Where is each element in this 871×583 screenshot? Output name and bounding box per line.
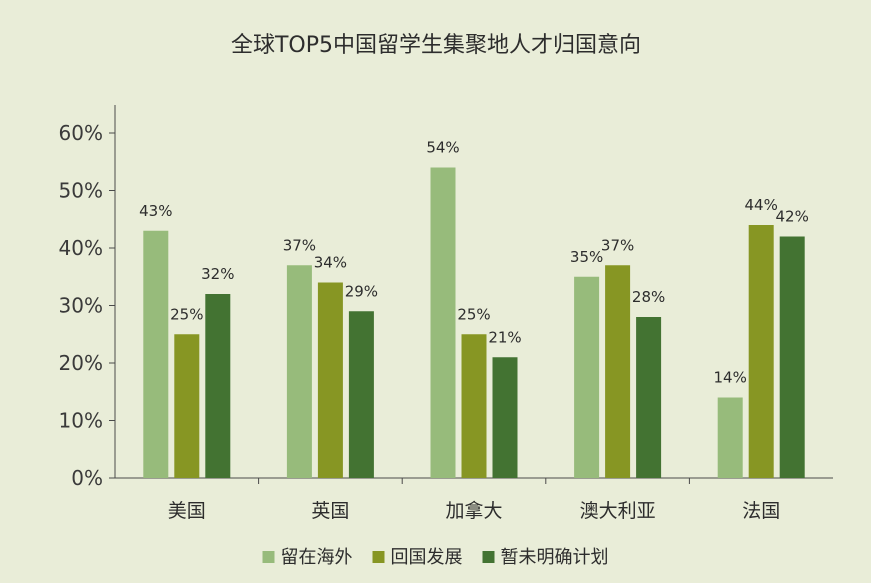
x-category-label: 澳大利亚 (580, 500, 656, 522)
bars (143, 167, 805, 478)
chart-title: 全球TOP5中国留学生集聚地人才归国意向 (231, 33, 641, 58)
legend-label: 留在海外 (281, 547, 353, 568)
bar (574, 276, 600, 478)
bar (317, 282, 343, 478)
legend: 留在海外 回国发展 暂未明确计划 (262, 547, 609, 568)
bar-value-label: 37% (601, 236, 634, 254)
axes: 0% 10% 20% 30% 40% 50% 60% 美国 英国 加拿大 澳大利亚 法国 (59, 105, 833, 522)
bar (636, 317, 662, 478)
bar-value-label: 54% (426, 139, 459, 157)
bar-value-label: 32% (201, 265, 234, 283)
x-category-label: 加拿大 (445, 499, 502, 522)
bar-value-label: 25% (457, 305, 490, 323)
legend-swatch (372, 551, 385, 563)
bar (174, 334, 200, 478)
bar-value-label: 25% (170, 305, 203, 323)
bar-value-label: 44% (745, 196, 778, 214)
bar-value-label: 43% (139, 202, 172, 220)
bar-value-label: 29% (345, 282, 378, 300)
legend-swatch (482, 551, 495, 563)
bar-value-label: 28% (632, 288, 665, 306)
legend-label: 暂未明确计划 (501, 547, 609, 568)
bar-value-label: 37% (283, 236, 316, 254)
x-category-label: 英国 (311, 500, 349, 522)
bar (779, 236, 805, 478)
y-tick-label: 60% (59, 121, 103, 145)
y-tick-label: 0% (71, 466, 103, 490)
bar (143, 230, 169, 478)
bar-value-label: 35% (570, 248, 603, 266)
bar (348, 311, 374, 478)
bar (492, 357, 518, 478)
bar (461, 334, 487, 478)
bar-value-label: 21% (488, 328, 521, 346)
bar (748, 225, 774, 478)
bar (605, 265, 631, 478)
bar (286, 265, 312, 478)
y-tick-label: 10% (59, 409, 103, 433)
bar (717, 397, 743, 478)
y-tick-label: 40% (59, 236, 103, 260)
x-category-label: 美国 (168, 500, 206, 522)
bar (430, 167, 456, 478)
y-tick-label: 20% (59, 351, 103, 375)
bar-value-label: 14% (714, 369, 747, 387)
data-labels: 43%25%32%37%34%29%54%25%21%35%37%28%14%4… (139, 139, 809, 387)
legend-swatch (262, 551, 275, 563)
bar-value-label: 34% (314, 254, 347, 272)
bar (205, 294, 231, 478)
y-tick-label: 30% (59, 294, 103, 318)
y-tick-label: 50% (59, 179, 103, 203)
legend-label: 回国发展 (391, 547, 463, 568)
bar-value-label: 42% (776, 208, 809, 226)
x-category-label: 法国 (742, 500, 780, 522)
